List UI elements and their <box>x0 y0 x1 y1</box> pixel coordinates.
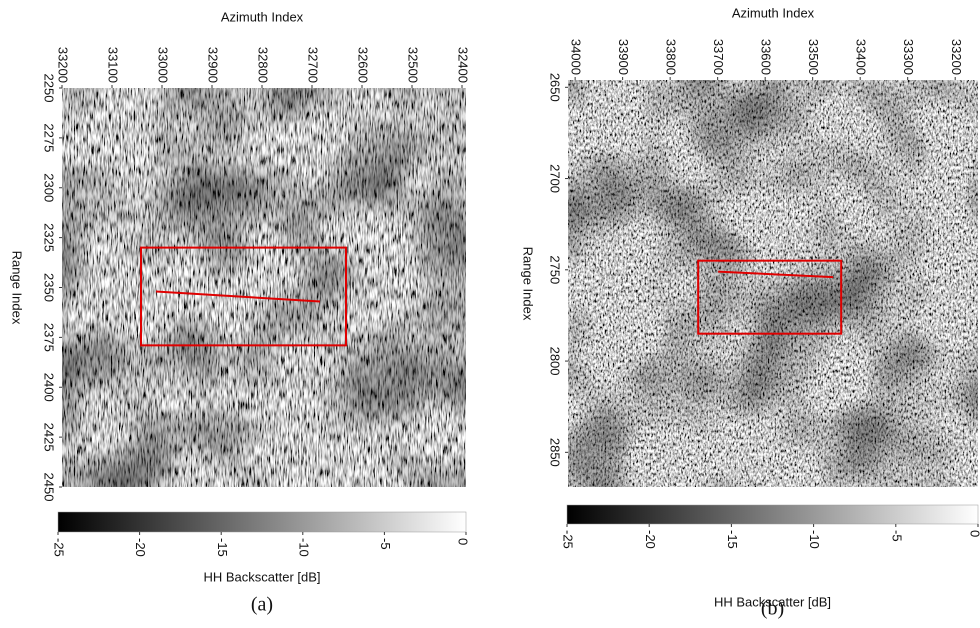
x-tick-label: 33700 <box>711 39 726 75</box>
x-tick-label: 33200 <box>949 39 964 75</box>
x-tick-label: 33500 <box>806 39 821 75</box>
colorbar-label: HH Backscatter [dB] <box>714 594 831 609</box>
x-tick-label: 34000 <box>569 39 584 75</box>
y-tick-label: 2300 <box>42 173 57 202</box>
cb-tick-label: -25 <box>52 538 67 557</box>
y-tick-label: 2750 <box>548 255 563 284</box>
dark-regions <box>62 88 466 487</box>
x-tick-label: 33300 <box>901 39 916 75</box>
y-tick-label: 2700 <box>548 164 563 193</box>
y-tick-label: 2275 <box>42 123 57 152</box>
x-tick-label: 32500 <box>406 47 421 83</box>
x-tick-label: 32800 <box>256 47 271 83</box>
y-tick-label: 2450 <box>42 473 57 502</box>
cb-tick-label: -15 <box>215 538 230 557</box>
y-tick-label: 2375 <box>42 323 57 352</box>
cb-tick-label: -15 <box>725 530 740 549</box>
y-axis-title: Range Index <box>10 251 25 325</box>
cb-tick-label: -5 <box>889 530 904 542</box>
y-tick-label: 2650 <box>548 73 563 102</box>
x-tick-label: 32600 <box>356 47 371 83</box>
y-tick-label: 2850 <box>548 438 563 467</box>
highlight-box <box>697 259 843 335</box>
caption: (a) <box>251 594 273 616</box>
y-tick-label: 2250 <box>42 74 57 103</box>
x-axis-title: Azimuth Index <box>732 5 815 20</box>
cb-tick-label: -10 <box>296 538 311 557</box>
x-tick-label: 32700 <box>306 47 321 83</box>
cb-tick-label: -20 <box>133 538 148 557</box>
x-axis-title: Azimuth Index <box>221 9 304 24</box>
cb-tick-label: 0 <box>968 530 980 537</box>
cb-tick-label: -25 <box>561 530 576 549</box>
y-tick-label: 2350 <box>42 273 57 302</box>
colorbar <box>566 504 979 525</box>
x-tick-label: 33800 <box>664 39 679 75</box>
highlight-line <box>155 290 321 303</box>
x-tick-label: 33600 <box>759 39 774 75</box>
colorbar-label: HH Backscatter [dB] <box>203 569 320 584</box>
y-tick-label: 2800 <box>548 347 563 376</box>
cb-tick-label: -10 <box>807 530 822 549</box>
x-tick-label: 32900 <box>206 47 221 83</box>
highlight-line <box>718 270 834 279</box>
cb-tick-label: 0 <box>456 538 471 545</box>
y-axis-title: Range Index <box>521 247 536 321</box>
colorbar <box>57 511 467 533</box>
y-tick-label: 2425 <box>42 423 57 452</box>
dark-regions <box>568 80 978 487</box>
y-tick-label: 2400 <box>42 373 57 402</box>
x-tick-label: 33900 <box>616 39 631 75</box>
x-tick-label: 33000 <box>156 47 171 83</box>
x-tick-label: 33100 <box>106 47 121 83</box>
x-tick-label: 32400 <box>456 47 471 83</box>
sar-image <box>62 88 466 487</box>
x-tick-label: 33400 <box>854 39 869 75</box>
x-tick-label: 33200 <box>56 47 71 83</box>
sar-image <box>568 80 978 487</box>
highlight-box <box>140 246 347 347</box>
cb-tick-label: -5 <box>378 538 393 550</box>
caption: (b) <box>761 598 784 620</box>
cb-tick-label: -20 <box>643 530 658 549</box>
y-tick-label: 2325 <box>42 223 57 252</box>
